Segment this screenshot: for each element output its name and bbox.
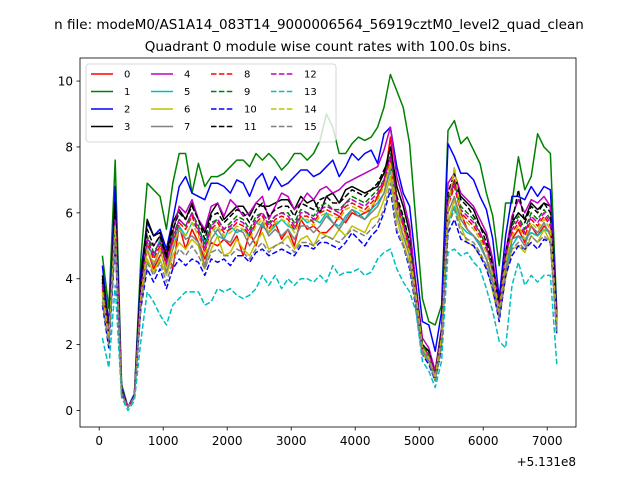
chart-title: Quadrant 0 module wise count rates with … xyxy=(145,39,511,55)
chart-suptitle: n file: modeM0/AS1A14_083T14_9000006564_… xyxy=(54,17,584,33)
x-tick-label: 1000 xyxy=(148,434,179,448)
legend-label-13: 13 xyxy=(304,87,317,98)
legend-label-8: 8 xyxy=(244,70,250,81)
series-line-10 xyxy=(101,189,558,408)
series-line-11 xyxy=(101,156,558,408)
x-tick-label: 7000 xyxy=(532,434,563,448)
y-tick-label: 0 xyxy=(65,404,73,418)
x-tick-label: 3000 xyxy=(276,434,307,448)
series-line-2 xyxy=(101,126,558,408)
x-axis: 0 1000 2000 3000 4000 5000 6000 7000 xyxy=(95,427,562,448)
x-tick-label: 5000 xyxy=(404,434,435,448)
series-line-13 xyxy=(101,248,558,412)
legend-box xyxy=(85,63,337,143)
series-line-8 xyxy=(101,159,558,408)
legend-label-7: 7 xyxy=(184,122,190,133)
legend-label-11: 11 xyxy=(244,122,257,133)
legend-label-9: 9 xyxy=(244,87,250,98)
series-line-15 xyxy=(101,182,558,408)
y-tick-label: 6 xyxy=(65,206,73,220)
legend-label-14: 14 xyxy=(304,105,317,116)
x-tick-label: 0 xyxy=(95,434,103,448)
series-layer xyxy=(101,73,558,412)
series-line-4 xyxy=(101,126,558,408)
y-tick-label: 4 xyxy=(65,272,73,286)
x-tick-label: 6000 xyxy=(468,434,499,448)
legend-label-15: 15 xyxy=(304,122,317,133)
legend-label-4: 4 xyxy=(184,70,190,81)
legend-label-1: 1 xyxy=(124,87,130,98)
series-line-14 xyxy=(101,162,558,408)
series-line-7 xyxy=(101,165,558,408)
legend-label-0: 0 xyxy=(124,70,130,81)
y-axis: 0 2 4 6 8 10 xyxy=(58,75,80,418)
x-tick-label: 2000 xyxy=(212,434,243,448)
legend-label-6: 6 xyxy=(184,105,190,116)
legend-label-3: 3 xyxy=(124,122,130,133)
plot-frame xyxy=(79,57,577,428)
y-tick-label: 2 xyxy=(65,338,73,352)
legend-label-2: 2 xyxy=(124,105,130,116)
series-line-5 xyxy=(101,169,558,408)
y-tick-label: 10 xyxy=(58,75,73,89)
legend-label-5: 5 xyxy=(184,87,190,98)
y-tick-label: 8 xyxy=(65,140,73,154)
series-line-12 xyxy=(101,156,558,408)
x-tick-label: 4000 xyxy=(340,434,371,448)
series-line-9 xyxy=(101,152,558,408)
legend-label-10: 10 xyxy=(244,105,257,116)
x-offset-label: +5.131e8 xyxy=(517,455,576,469)
legend-label-12: 12 xyxy=(304,70,317,81)
